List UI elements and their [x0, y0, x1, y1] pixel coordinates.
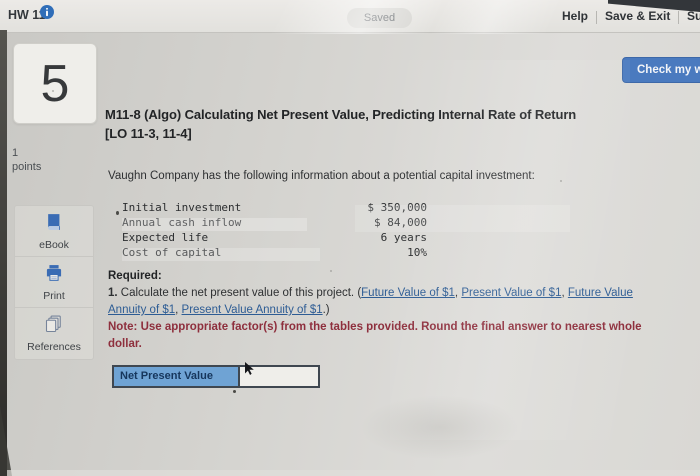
row-label: Expected life [122, 231, 209, 244]
question-number: 5 [40, 54, 70, 113]
present-value-annuity-link[interactable]: Present Value Annuity of $1 [181, 304, 323, 316]
table-row: Cost of capital 10% [122, 245, 427, 260]
link-separator: , [561, 287, 568, 299]
row-value: $ 350,000 [367, 201, 427, 214]
npv-input[interactable] [240, 367, 318, 386]
help-button[interactable]: Help [562, 9, 589, 23]
link-separator: , [454, 287, 462, 299]
future-value-of-1-link[interactable]: Future Value of $1 [361, 287, 455, 299]
assignment-title: HW 11 [8, 8, 46, 22]
required-heading: Required: [108, 270, 162, 282]
references-button[interactable]: References [15, 308, 93, 359]
submit-button[interactable]: Submit [687, 9, 700, 23]
mouse-cursor-icon [245, 362, 254, 375]
photo-speck [560, 180, 562, 182]
print-icon [44, 263, 64, 288]
points-label: points [12, 161, 42, 173]
top-bar: HW 11 Saved Help Save & Exit Submit [0, 0, 700, 34]
question-number-card: 5 [13, 43, 97, 124]
row-label: Initial investment [122, 201, 242, 214]
resource-toolbar: eBook Print References [14, 205, 94, 360]
photo-speck [330, 270, 332, 272]
answer-table: Net Present Value [112, 365, 320, 388]
requirement-number: 1. [108, 287, 118, 299]
ebook-icon [44, 212, 64, 237]
photo-speck [116, 211, 119, 215]
info-icon[interactable] [39, 4, 55, 20]
divider [678, 11, 679, 24]
table-row: Annual cash inflow $ 84,000 [122, 215, 427, 230]
print-label: Print [43, 289, 65, 302]
requirement-body: Calculate the net present value of this … [117, 287, 362, 299]
problem-title: M11-8 (Algo) Calculating Net Present Val… [105, 105, 673, 143]
photo-speck [52, 90, 54, 92]
photo-speck [233, 390, 236, 393]
monitor-bezel-left [0, 30, 7, 476]
ebook-button[interactable]: eBook [15, 206, 93, 257]
references-label: References [27, 341, 81, 353]
required-section: Required: 1. Calculate the net present v… [105, 268, 662, 353]
problem-title-lo-tag: [LO 11-3, 11-4] [105, 126, 192, 141]
check-my-work-button[interactable]: Check my work [622, 57, 700, 83]
photo-glare [250, 0, 590, 34]
row-label: Cost of capital [122, 246, 222, 259]
table-row: Expected life 6 years [122, 230, 427, 245]
row-value: $ 84,000 [374, 216, 427, 229]
row-value: 10% [407, 246, 427, 259]
photo-smudge [360, 395, 520, 460]
present-value-of-1-link[interactable]: Present Value of $1 [461, 287, 562, 299]
table-row: Initial investment $ 350,000 [122, 200, 427, 215]
points-value: 1 [12, 147, 19, 159]
row-value: 6 years [380, 231, 427, 244]
problem-title-line1: M11-8 (Algo) Calculating Net Present Val… [105, 107, 577, 122]
problem-panel: M11-8 (Algo) Calculating Net Present Val… [105, 105, 673, 353]
npv-row-label: Net Present Value [114, 367, 240, 386]
link-separator: , [175, 304, 182, 316]
requirement-suffix: .) [322, 304, 330, 316]
saved-status-badge: Saved [347, 8, 412, 28]
monitor-edge-bottom [7, 470, 700, 476]
points-indicator: 1 points [12, 146, 41, 174]
print-button[interactable]: Print [15, 257, 93, 308]
note-text: Note: Use appropriate factor(s) from the… [108, 321, 642, 350]
requirement-text: 1. Calculate the net present value of th… [108, 285, 662, 319]
row-label: Annual cash inflow [122, 216, 242, 229]
future-value-annuity-link[interactable]: Future Value Annuity of $1 [108, 287, 633, 316]
save-exit-button[interactable]: Save & Exit [605, 9, 671, 23]
capital-investment-table: Initial investment $ 350,000 Annual cash… [122, 200, 427, 260]
references-icon [44, 314, 64, 339]
divider [596, 11, 597, 24]
ebook-label: eBook [39, 238, 69, 251]
problem-intro-text: Vaughn Company has the following informa… [108, 170, 535, 182]
